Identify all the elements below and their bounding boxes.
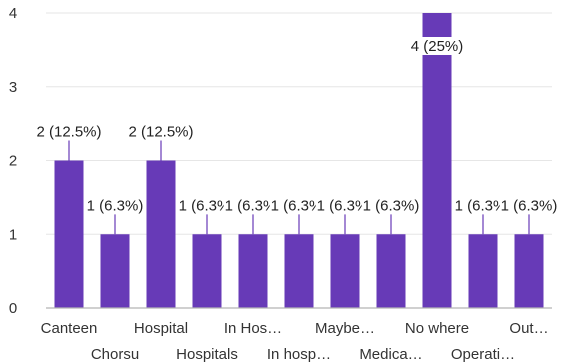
bar [147, 161, 176, 309]
x-tick-label: In hosp… [267, 346, 331, 363]
x-tick-label: In Hos… [224, 320, 282, 337]
data-label: 1 (6.3%) [87, 197, 144, 214]
bar [101, 234, 130, 308]
x-tick-label: Maybe… [315, 320, 375, 337]
bar [55, 161, 84, 309]
x-tick-label: No where [405, 320, 469, 337]
data-label: 2 (12.5%) [128, 124, 193, 141]
bar [423, 13, 452, 308]
y-axis-ticks: 0 1 2 3 4 [9, 5, 17, 317]
data-labels: 2 (12.5%) 1 (6.3%) 2 (12.5%) 1 (6.3%) 1 (6.3… [35, 37, 558, 234]
bar [515, 234, 544, 308]
x-tick-label: Hospital [134, 320, 188, 337]
bar [377, 234, 406, 308]
bar [193, 234, 222, 308]
bar [331, 234, 360, 308]
data-label: 4 (25%) [411, 38, 464, 55]
y-tick-label: 1 [9, 226, 17, 243]
x-tick-label: Chorsu [91, 346, 139, 363]
x-tick-label: Hospitals [176, 346, 238, 363]
bar [239, 234, 268, 308]
data-label: 2 (12.5%) [36, 124, 101, 141]
y-tick-label: 2 [9, 153, 17, 170]
y-tick-label: 0 [9, 300, 17, 317]
data-label: 1 (6.3%) [501, 197, 558, 214]
bar [469, 234, 498, 308]
x-axis-ticks: Canteen Chorsu Hospital Hospitals In Hos… In … [41, 320, 549, 363]
y-tick-label: 4 [9, 5, 17, 22]
x-tick-label: Medica… [359, 346, 422, 363]
x-tick-label: Out… [509, 320, 548, 337]
data-label: 1 (6.3%) [363, 197, 420, 214]
x-tick-label: Canteen [41, 320, 98, 337]
bar [285, 234, 314, 308]
y-tick-label: 3 [9, 79, 17, 96]
x-tick-label: Operati… [451, 346, 515, 363]
